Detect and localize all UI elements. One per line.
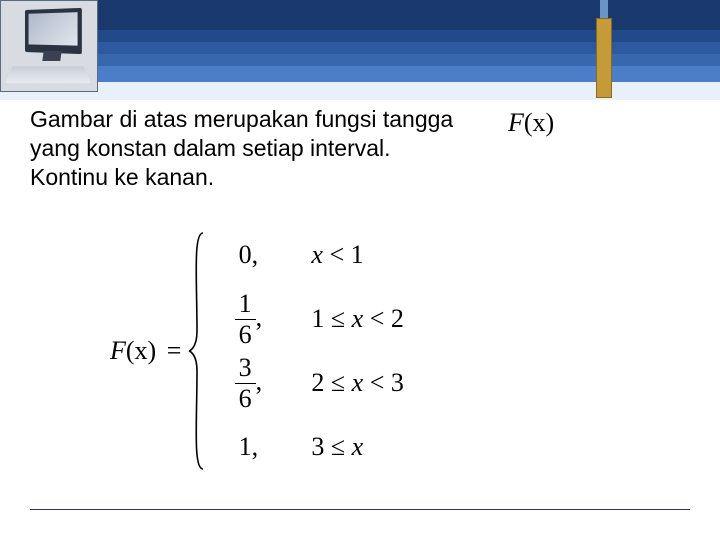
case-row: 1, 3 ≤ x [213, 422, 451, 472]
frac-den: 6 [235, 322, 256, 348]
paragraph-line-1: Gambar di atas merupakan fungsi tangga [30, 106, 453, 132]
lhs-F: F [110, 336, 126, 365]
case-value: 1 6 , [213, 291, 283, 348]
case-value: 0, [213, 240, 283, 270]
case-row: 3 6 , 2 ≤ x < 3 [213, 358, 451, 408]
lhs-x: (x) [126, 336, 156, 365]
comma: , [256, 366, 263, 395]
equation-lhs: F(x) = [110, 336, 181, 366]
paragraph-line-3: Kontinu ke kanan. [30, 164, 214, 190]
comma: , [256, 302, 263, 331]
left-brace-icon [187, 231, 207, 471]
paragraph-line-2: yang konstan dalam setiap interval. [30, 135, 391, 161]
fx-F: F [508, 108, 524, 137]
piecewise-equation: F(x) = 0, x < 1 1 6 , 1 ≤ x < 2 3 [110, 230, 451, 472]
frac-num: 3 [235, 355, 256, 381]
fraction: 3 6 [235, 355, 256, 412]
case-row: 1 6 , 1 ≤ x < 2 [213, 294, 451, 344]
case-condition: 1 ≤ x < 2 [311, 304, 451, 334]
header-computer-image [0, 0, 98, 92]
case-condition: x < 1 [311, 240, 451, 270]
frac-num: 1 [235, 291, 256, 317]
cases-container: 0, x < 1 1 6 , 1 ≤ x < 2 3 6 , 2 ≤ x < [213, 230, 451, 472]
fx-notation: F(x) [508, 108, 554, 138]
keyboard-icon [5, 66, 91, 83]
footer-divider [30, 509, 690, 510]
header-band [0, 0, 720, 100]
frac-den: 6 [235, 386, 256, 412]
description-paragraph: Gambar di atas merupakan fungsi tangga y… [30, 105, 460, 191]
header-accent-gold [596, 18, 612, 98]
case-condition: 3 ≤ x [311, 432, 451, 462]
monitor-icon [25, 8, 82, 54]
fraction: 1 6 [235, 291, 256, 348]
case-condition: 2 ≤ x < 3 [311, 368, 451, 398]
fx-parens: (x) [524, 108, 554, 137]
case-value: 1, [213, 432, 283, 462]
case-row: 0, x < 1 [213, 230, 451, 280]
equals-sign: = [167, 336, 182, 365]
case-value: 3 6 , [213, 355, 283, 412]
